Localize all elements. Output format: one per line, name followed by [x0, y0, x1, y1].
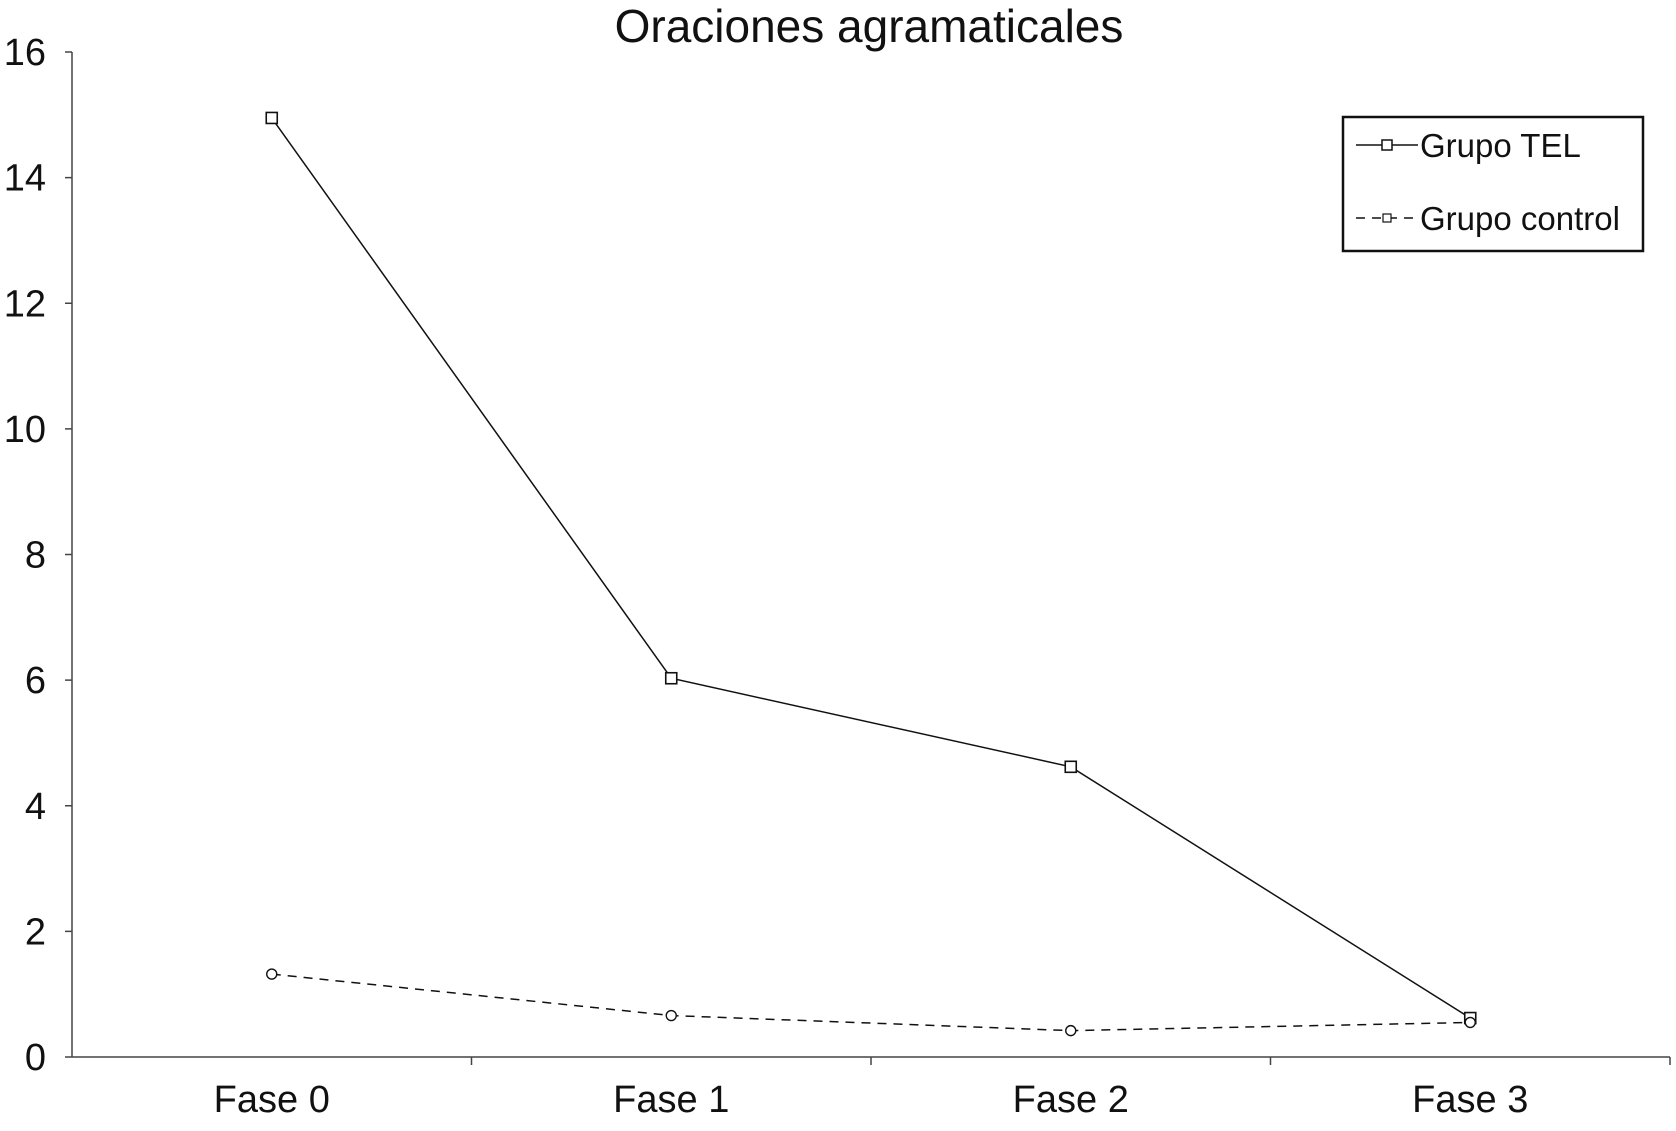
series-line-grupo-control: [271, 973, 1471, 1032]
data-point-grupo-tel: [1064, 760, 1078, 774]
x-tick-label: Fase 3: [1412, 1079, 1528, 1121]
x-tick-label: Fase 1: [613, 1079, 729, 1121]
data-point-grupo-control: [1464, 1016, 1476, 1029]
legend: Grupo TEL Grupo control: [1341, 115, 1645, 253]
legend-marker-grupo-control: [1382, 213, 1392, 223]
y-axis-ticks: 0 2 4 6 8 10 12 14 16: [4, 32, 72, 1079]
data-point-grupo-control: [266, 968, 278, 980]
x-tick-label: Fase 2: [1013, 1079, 1129, 1121]
y-tick-label: 12: [4, 283, 46, 325]
y-tick-label: 0: [25, 1037, 46, 1079]
data-point-grupo-tel: [265, 111, 279, 125]
y-tick-label: 14: [4, 158, 46, 200]
data-point-grupo-tel: [664, 671, 678, 685]
data-point-grupo-control: [1065, 1024, 1077, 1037]
legend-box: [1341, 115, 1645, 253]
y-tick-label: 6: [25, 660, 46, 702]
legend-label-grupo-tel: Grupo TEL: [1420, 127, 1581, 164]
y-tick-label: 8: [25, 535, 46, 577]
x-tick-label: Fase 0: [214, 1079, 330, 1121]
y-tick-label: 16: [4, 32, 46, 74]
series-line-grupo-tel: [271, 117, 1471, 1019]
x-axis-ticks: Fase 0 Fase 1 Fase 2 Fase 3: [214, 1057, 1671, 1121]
legend-marker-grupo-tel: [1381, 139, 1393, 151]
series-layer: [265, 111, 1477, 1037]
data-point-grupo-control: [665, 1009, 677, 1022]
legend-label-grupo-control: Grupo control: [1420, 200, 1620, 237]
y-tick-label: 4: [25, 786, 46, 828]
chart-title: Oraciones agramaticales: [615, 0, 1124, 52]
y-tick-label: 2: [25, 911, 46, 953]
y-tick-label: 10: [4, 409, 46, 451]
